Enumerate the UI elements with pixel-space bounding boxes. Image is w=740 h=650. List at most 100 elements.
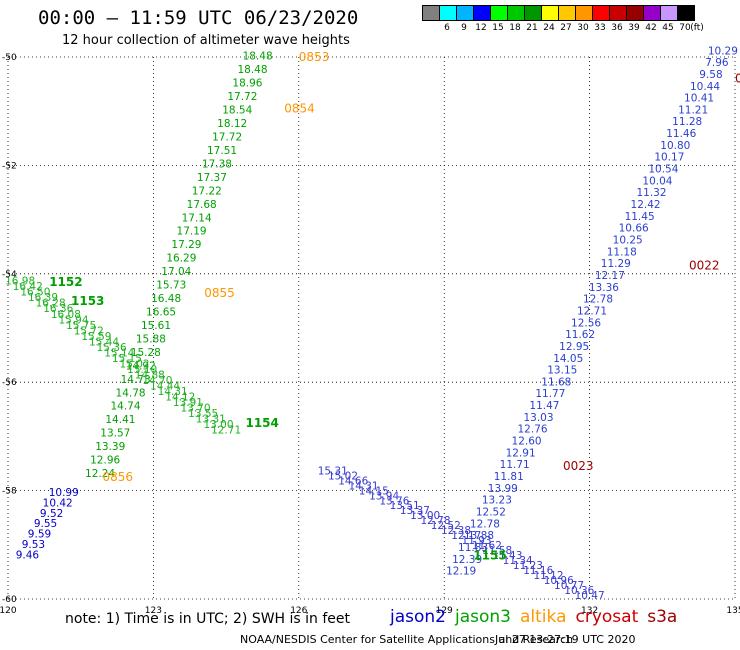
wave-height-point: 11.83	[458, 542, 488, 554]
map-title: 00:00 – 11:59 UTC 06/23/2020	[38, 7, 359, 29]
wave-height-point: 13.23	[482, 495, 512, 507]
wave-height-point: 12.24	[85, 468, 115, 480]
wave-height-point: 9.52	[40, 508, 63, 520]
wave-height-point: 12.39	[452, 554, 482, 566]
wave-height-point: 11.43	[492, 550, 522, 562]
legend-label: 45	[662, 23, 674, 33]
wave-height-point: 13.94	[369, 490, 399, 502]
wave-height-point: 13.57	[100, 428, 130, 440]
satellite-legend-item: jason2	[390, 607, 446, 627]
legend-label: 6	[444, 23, 450, 33]
pass-label: 0855	[204, 286, 235, 300]
wave-height-point: 10.29	[708, 45, 738, 57]
wave-height-point: 11.32	[636, 187, 666, 199]
wave-height-point: 11.62	[565, 329, 595, 341]
wave-height-point: 16.29	[166, 253, 196, 265]
wave-height-point: 11.47	[529, 400, 559, 412]
legend-label: 33	[594, 23, 606, 33]
wave-height-point: 10.96	[544, 575, 574, 587]
wave-height-point: 16.50	[20, 287, 50, 299]
wave-height-point: 15.61	[141, 320, 171, 332]
wave-height-point: 14.05	[553, 353, 583, 365]
wave-height-point: 12.78	[420, 515, 450, 527]
x-tick-label: 126	[290, 606, 307, 616]
x-tick-label: 129	[436, 606, 453, 616]
wave-height-point: 15.31	[318, 465, 348, 477]
wave-height-point: 13.88	[464, 530, 494, 542]
legend-label: 30	[577, 23, 589, 33]
satellite-legend: jason2 jason3 altika cryosat s3a	[390, 607, 686, 627]
wave-height-point: 11.16	[523, 565, 553, 577]
wave-height-point: 15.88	[136, 333, 166, 345]
wave-height-point: 14.31	[349, 480, 379, 492]
y-tick-label: -58	[2, 487, 17, 497]
satellite-legend-item: s3a	[647, 607, 678, 627]
legend-label: 18	[509, 23, 521, 33]
wave-height-point: 12.19	[446, 566, 476, 578]
wave-height-point: 12.60	[512, 436, 542, 448]
wave-height-point: 10.99	[49, 487, 79, 499]
wave-height-point: 13.37	[400, 505, 430, 517]
wave-height-point: 12.52	[431, 520, 461, 532]
wave-height-point: 11.46	[666, 128, 696, 140]
wave-height-point: 13.55	[188, 408, 218, 420]
wave-height-point: 12.78	[470, 518, 500, 530]
wave-height-point: 15.02	[120, 358, 150, 370]
wave-height-point: 11.28	[672, 116, 702, 128]
x-tick-label: 135	[726, 606, 740, 616]
wave-height-point: 14.41	[105, 414, 135, 426]
wave-height-point: 11.21	[678, 104, 708, 116]
wave-height-point: 12.71	[211, 425, 241, 437]
wave-height-point: 14.70	[142, 375, 172, 387]
wave-height-point: 10.77	[554, 580, 584, 592]
wave-height-point: 11.29	[601, 258, 631, 270]
legend-label: 70	[679, 23, 691, 33]
legend-label: 15	[492, 23, 504, 33]
footer-note: note: 1) Time is in UTC; 2) SWH is in fe…	[65, 611, 351, 627]
wave-height-point: 12.38	[441, 525, 471, 537]
wave-height-point: 13.15	[547, 365, 577, 377]
wave-height-point: 13.51	[390, 500, 420, 512]
wave-height-point: 12.52	[476, 506, 506, 518]
legend-swatch	[677, 5, 695, 21]
wave-height-point: 11.81	[494, 471, 524, 483]
color-legend	[422, 5, 695, 21]
wave-height-point: 11.45	[625, 211, 655, 223]
wave-height-point: 14.44	[150, 381, 180, 393]
legend-label: 9	[461, 23, 467, 33]
wave-height-point: 12.95	[559, 341, 589, 353]
wave-height-point: 15.59	[81, 331, 111, 343]
wave-height-point: 17.72	[227, 91, 257, 103]
wave-height-point: 13.36	[589, 282, 619, 294]
wave-height-point: 11.77	[535, 388, 565, 400]
wave-height-point: 11.93	[462, 535, 492, 547]
generated-timestamp: Jul 27 13:27:19 UTC 2020	[495, 633, 636, 646]
wave-height-point: 17.38	[202, 158, 232, 170]
wave-height-point: 11.23	[513, 560, 543, 572]
wave-height-point: 10.80	[660, 140, 690, 152]
wave-height-point: 14.78	[116, 387, 146, 399]
wave-height-point: 14.15	[359, 485, 389, 497]
y-tick-label: -60	[2, 595, 17, 605]
y-tick-label: -50	[2, 53, 17, 63]
wave-height-point: 16.08	[51, 309, 81, 321]
satellite-legend-item: jason3	[455, 607, 511, 627]
wave-height-point: 16.48	[151, 293, 181, 305]
wave-height-point: 15.28	[131, 347, 161, 359]
y-tick-label: -56	[2, 378, 17, 388]
y-tick-label: -54	[2, 270, 17, 280]
wave-height-point: 10.17	[654, 152, 684, 164]
legend-label: 39	[628, 23, 640, 33]
wave-height-point: 15.10	[127, 364, 157, 376]
wave-height-point: 14.12	[165, 392, 195, 404]
wave-height-point: 13.31	[196, 414, 226, 426]
wave-height-point: 11.12	[533, 570, 563, 582]
wave-height-point: 14.73	[121, 374, 151, 386]
wave-height-point: 18.54	[222, 105, 252, 117]
legend-label: 27	[560, 23, 572, 33]
wave-height-point: 7.96	[705, 57, 729, 69]
wave-height-point: 12.96	[90, 455, 120, 467]
wave-height-point: 16.28	[36, 298, 66, 310]
wave-height-point: 13.99	[488, 483, 518, 495]
